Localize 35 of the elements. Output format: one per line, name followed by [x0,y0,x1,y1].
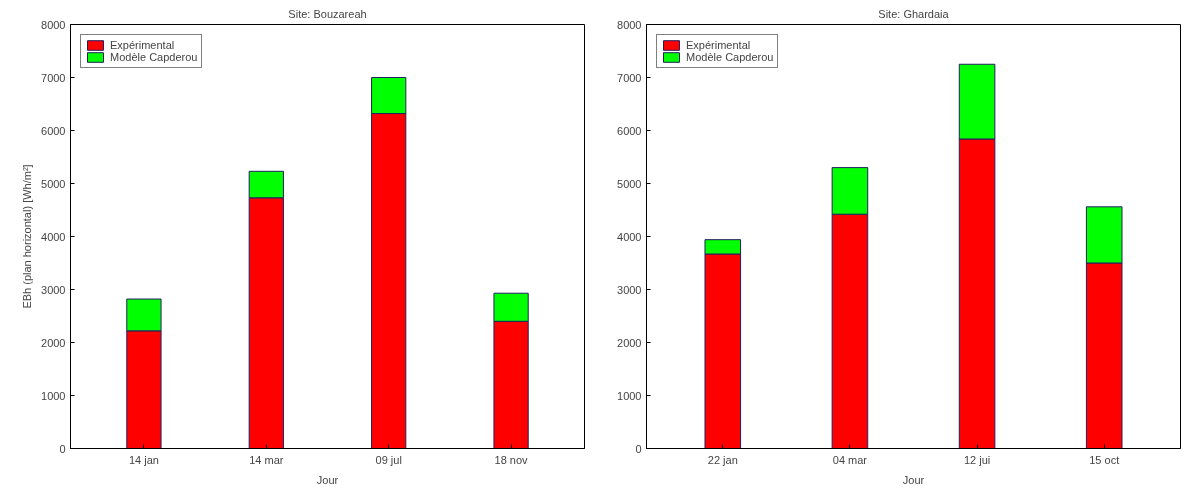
x-tick-label: 12 jui [963,453,991,466]
y-tick-label: 2000 [617,336,642,349]
legend-label: Expérimental [686,39,751,51]
y-tick-label: 7000 [617,71,642,84]
x-tick-label: 04 mar [832,453,868,466]
y-tick-label: 3000 [41,283,66,296]
x-tick-label: 18 nov [494,453,529,466]
chart-title: Site: Bouzareah [288,7,367,20]
y-tick-label: 2000 [41,336,66,349]
y-tick-label: 4000 [41,230,66,243]
x-tick-label: 22 jan [707,453,738,466]
x-tick-label: 14 mar [249,453,284,466]
y-tick-label: 4000 [617,230,642,243]
y-tick-label: 6000 [41,124,66,137]
x-tick-label: 15 oct [1089,453,1120,466]
y-tick-label: 5000 [41,177,66,190]
y-tick-label: 0 [59,442,66,455]
legend-label: Modèle Capderou [686,51,774,63]
y-tick-label: 8000 [41,18,66,31]
y-tick-label: 7000 [41,71,66,84]
chart-title: Site: Ghardaia [878,7,950,20]
y-tick-label: 1000 [41,389,66,402]
y-tick-label: 5000 [617,177,642,190]
y-tick-label: 6000 [617,124,642,137]
x-axis-title: Jour [316,473,339,486]
x-axis-title: Jour [902,473,925,486]
y-tick-label: 3000 [617,283,642,296]
x-tick-label: 14 jan [128,453,159,466]
legend-label: Expérimental [110,39,175,51]
legend-label: Modèle Capderou [110,51,198,63]
y-axis-title: EBh (plan horizontal) [Wh/m²] [21,164,34,309]
x-tick-label: 09 jul [375,453,402,466]
y-tick-label: 8000 [617,18,642,31]
y-tick-label: 0 [635,442,642,455]
y-tick-label: 1000 [617,389,642,402]
